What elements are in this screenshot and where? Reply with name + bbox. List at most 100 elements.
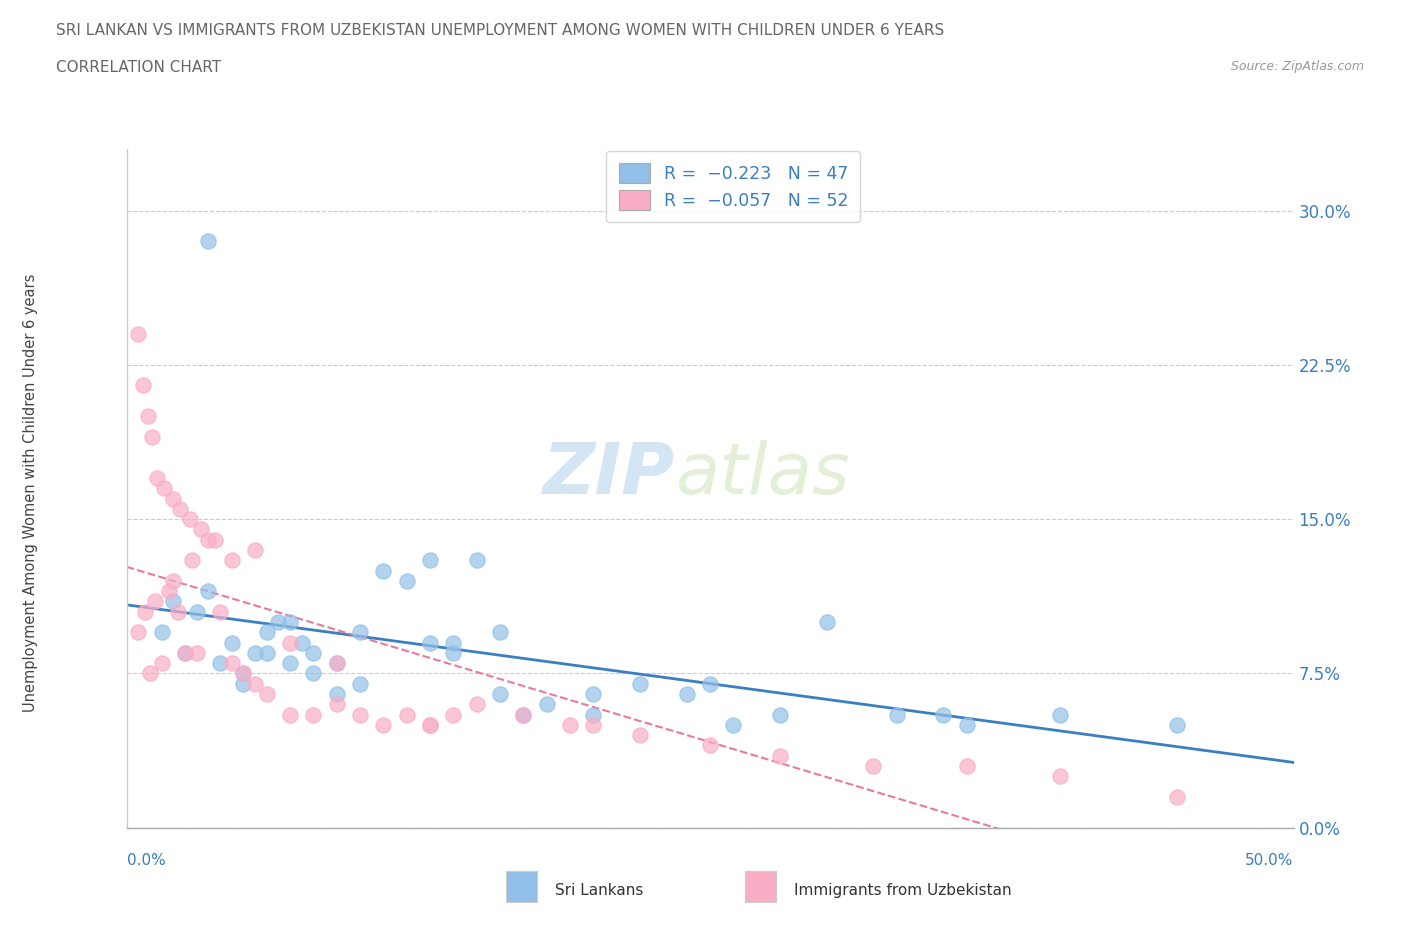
Point xyxy=(699,738,721,753)
Point xyxy=(186,604,208,619)
Point xyxy=(302,707,325,722)
Point xyxy=(325,686,347,701)
Point xyxy=(723,717,745,732)
Legend: R =  −0.223   N = 47, R =  −0.057   N = 52: R = −0.223 N = 47, R = −0.057 N = 52 xyxy=(606,151,860,222)
Point xyxy=(1049,769,1071,784)
Point xyxy=(886,707,908,722)
Point xyxy=(127,326,149,341)
Text: Immigrants from Uzbekistan: Immigrants from Uzbekistan xyxy=(794,884,1012,898)
Point xyxy=(302,645,325,660)
Point xyxy=(143,594,166,609)
Point xyxy=(628,727,651,742)
Point xyxy=(419,552,441,567)
Point xyxy=(373,717,395,732)
Point xyxy=(862,759,884,774)
Point xyxy=(769,707,792,722)
Text: CORRELATION CHART: CORRELATION CHART xyxy=(56,60,221,75)
Text: atlas: atlas xyxy=(675,440,849,509)
Point xyxy=(186,645,208,660)
Point xyxy=(349,625,371,640)
Point xyxy=(582,686,605,701)
Point xyxy=(465,697,488,711)
Point xyxy=(190,522,212,537)
Point xyxy=(150,625,173,640)
Point xyxy=(512,707,534,722)
Point xyxy=(582,717,605,732)
Point xyxy=(208,604,231,619)
Point xyxy=(204,532,226,547)
Point xyxy=(232,666,254,681)
Point xyxy=(146,471,169,485)
Point xyxy=(174,645,197,660)
Point xyxy=(197,234,219,249)
Point xyxy=(208,656,231,671)
Point xyxy=(197,532,219,547)
Point xyxy=(419,635,441,650)
Text: SRI LANKAN VS IMMIGRANTS FROM UZBEKISTAN UNEMPLOYMENT AMONG WOMEN WITH CHILDREN : SRI LANKAN VS IMMIGRANTS FROM UZBEKISTAN… xyxy=(56,23,945,38)
Point xyxy=(127,625,149,640)
Point xyxy=(232,676,254,691)
Point xyxy=(180,552,202,567)
Point xyxy=(489,625,512,640)
Point xyxy=(243,542,266,557)
Point xyxy=(243,676,266,691)
Point xyxy=(139,666,162,681)
Point xyxy=(675,686,697,701)
Point xyxy=(167,604,190,619)
Point xyxy=(1049,707,1071,722)
Point xyxy=(628,676,651,691)
Point xyxy=(815,615,838,630)
Point xyxy=(349,676,371,691)
Text: 0.0%: 0.0% xyxy=(127,853,166,868)
Point xyxy=(512,707,534,722)
Point xyxy=(325,656,347,671)
Point xyxy=(162,574,184,589)
Point xyxy=(373,563,395,578)
Point xyxy=(278,707,301,722)
Point xyxy=(1166,717,1188,732)
Point xyxy=(465,552,488,567)
Point xyxy=(441,707,464,722)
Point xyxy=(582,707,605,722)
Point xyxy=(243,645,266,660)
Point xyxy=(325,656,347,671)
Point xyxy=(162,594,184,609)
Point xyxy=(699,676,721,691)
Text: Unemployment Among Women with Children Under 6 years: Unemployment Among Women with Children U… xyxy=(24,273,38,712)
Point xyxy=(769,749,792,764)
Point xyxy=(221,552,243,567)
Text: 50.0%: 50.0% xyxy=(1246,853,1294,868)
Point xyxy=(325,697,347,711)
Point xyxy=(267,615,290,630)
Point xyxy=(157,584,180,599)
Point xyxy=(232,666,254,681)
Point xyxy=(956,759,979,774)
Text: Source: ZipAtlas.com: Source: ZipAtlas.com xyxy=(1230,60,1364,73)
Point xyxy=(290,635,312,650)
Point xyxy=(278,615,301,630)
Point xyxy=(256,686,278,701)
Point xyxy=(278,635,301,650)
Point xyxy=(278,656,301,671)
Text: Sri Lankans: Sri Lankans xyxy=(555,884,644,898)
Point xyxy=(558,717,581,732)
Point xyxy=(169,501,191,516)
Point xyxy=(419,717,441,732)
Text: ZIP: ZIP xyxy=(543,440,675,509)
Point xyxy=(302,666,325,681)
Point xyxy=(221,635,243,650)
Point xyxy=(256,645,278,660)
Point xyxy=(349,707,371,722)
Point xyxy=(174,645,197,660)
Point xyxy=(179,512,201,526)
Point xyxy=(153,481,176,496)
Point xyxy=(932,707,955,722)
Point xyxy=(256,625,278,640)
Point xyxy=(956,717,979,732)
Point xyxy=(132,378,155,392)
Point xyxy=(136,409,159,424)
Point xyxy=(162,491,184,506)
Point xyxy=(197,584,219,599)
Point xyxy=(441,635,464,650)
Point xyxy=(1166,790,1188,804)
